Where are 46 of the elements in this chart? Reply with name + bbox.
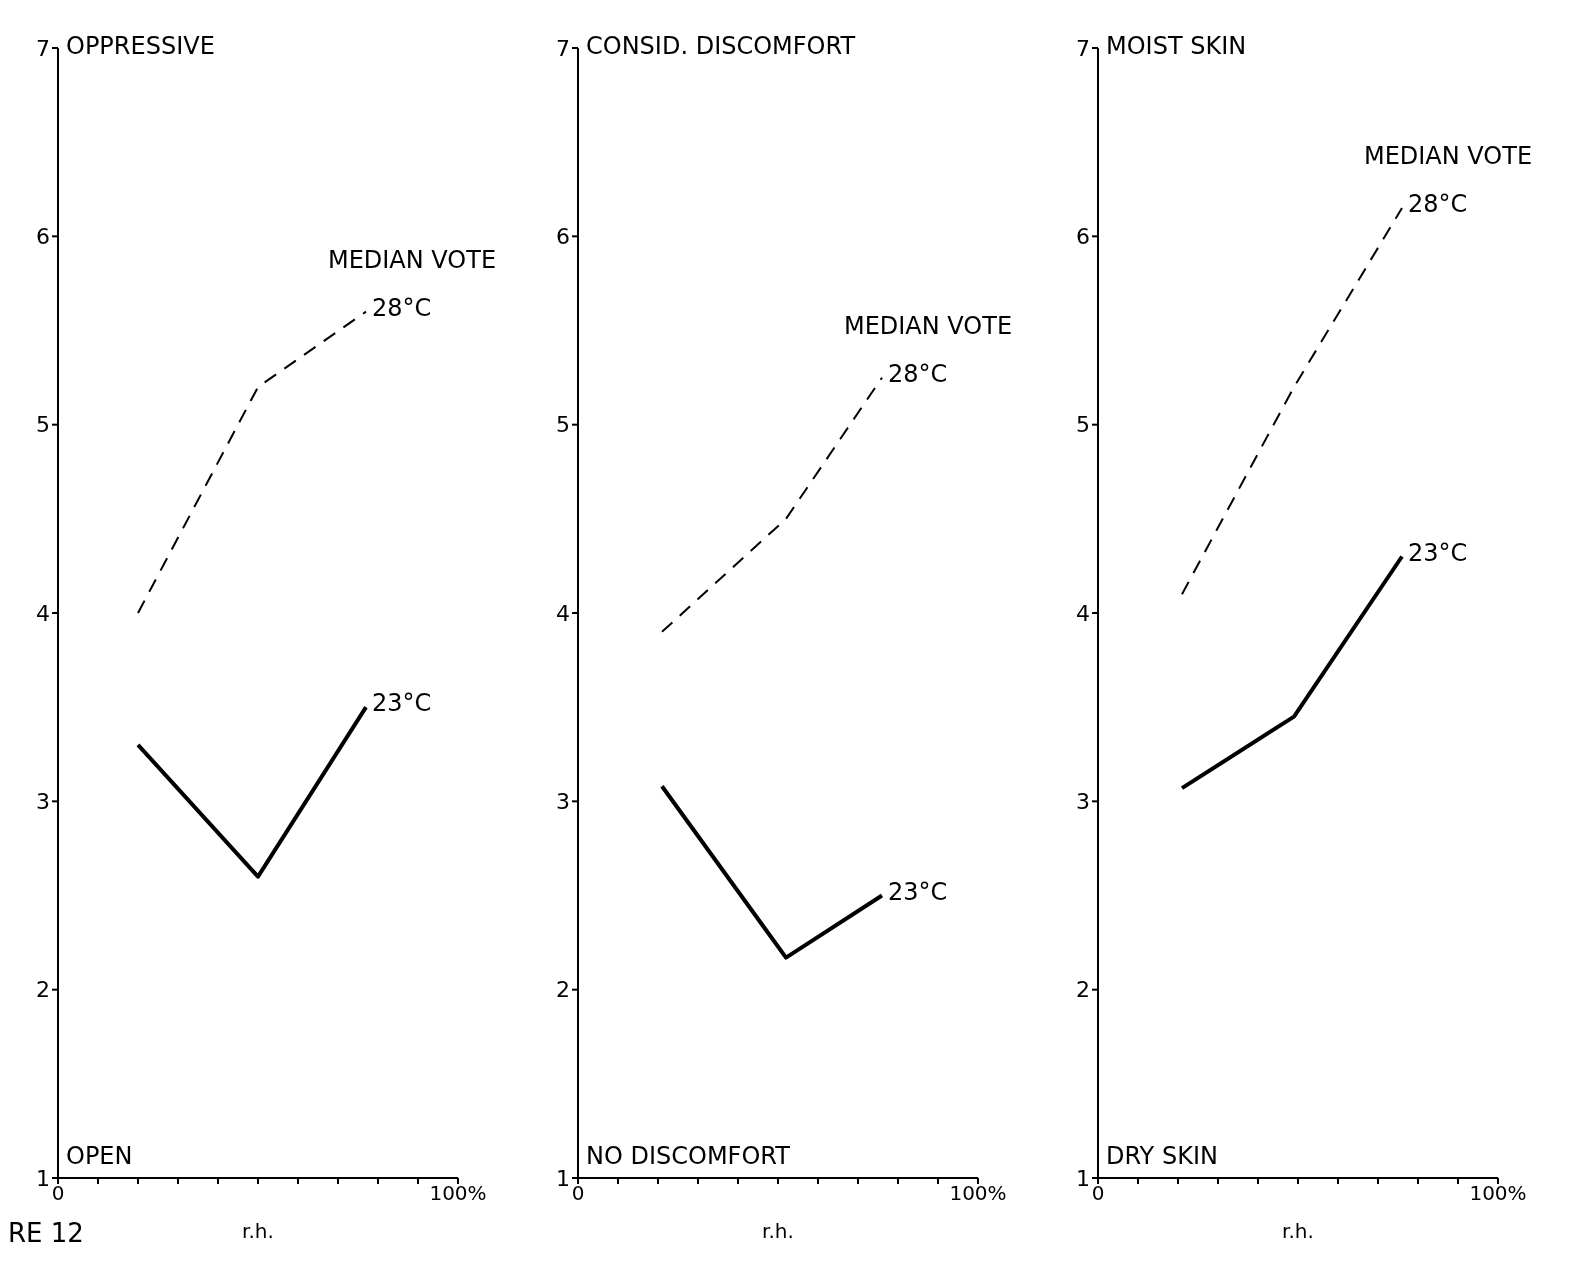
y-tick-label: 2: [36, 977, 50, 1003]
annotation: MEDIAN VOTE: [1363, 142, 1533, 171]
y-tick-label: 6: [36, 224, 50, 250]
series-label: 23°C: [372, 689, 432, 718]
annotation: OPPRESSIVE: [66, 32, 215, 60]
annotation: MEDIAN VOTE: [843, 311, 1013, 340]
y-tick-label: 7: [556, 35, 570, 61]
series-label: 23°C: [888, 877, 948, 906]
y-tick-label: 3: [556, 789, 570, 815]
series-label: 28°C: [372, 293, 432, 322]
y-tick-label: 4: [36, 600, 50, 626]
y-tick-label: 5: [1076, 412, 1090, 438]
x-axis-title: r.h.: [1282, 1219, 1314, 1243]
y-tick-label: 3: [36, 789, 50, 815]
y-tick-label: 3: [1076, 789, 1090, 815]
x-tick-label: 100%: [1469, 1181, 1527, 1206]
annotation: MOIST SKIN: [1106, 32, 1247, 60]
y-tick-label: 4: [556, 600, 570, 626]
x-tick-label: 0: [1091, 1181, 1105, 1206]
y-tick-label: 2: [556, 977, 570, 1003]
y-tick-label: 4: [1076, 600, 1090, 626]
annotation: MEDIAN VOTE: [327, 245, 497, 274]
x-tick-label: 100%: [429, 1181, 487, 1206]
x-tick-label: 0: [571, 1181, 585, 1206]
y-tick-label: 2: [1076, 977, 1090, 1003]
annotation: DRY SKIN: [1106, 1142, 1218, 1170]
y-tick-label: 6: [1076, 224, 1090, 250]
y-tick-label: 1: [556, 1165, 570, 1191]
y-tick-label: 5: [36, 412, 50, 438]
series-label: 23°C: [1408, 538, 1468, 567]
y-tick-label: 7: [1076, 35, 1090, 61]
annotation: OPEN: [66, 1142, 133, 1170]
x-axis-title: r.h.: [242, 1219, 274, 1243]
text: RE 12: [8, 1218, 84, 1248]
x-tick-label: 100%: [949, 1181, 1007, 1206]
series-label: 28°C: [1408, 190, 1468, 219]
y-tick-label: 6: [556, 224, 570, 250]
y-tick-label: 1: [36, 1165, 50, 1191]
y-tick-label: 5: [556, 412, 570, 438]
y-tick-label: 7: [36, 35, 50, 61]
series-label: 28°C: [888, 359, 948, 388]
y-tick-label: 1: [1076, 1165, 1090, 1191]
x-axis-title: r.h.: [762, 1219, 794, 1243]
x-tick-label: 0: [51, 1181, 65, 1206]
annotation: CONSID. DISCOMFORT: [586, 32, 856, 60]
annotation: NO DISCOMFORT: [586, 1142, 790, 1170]
